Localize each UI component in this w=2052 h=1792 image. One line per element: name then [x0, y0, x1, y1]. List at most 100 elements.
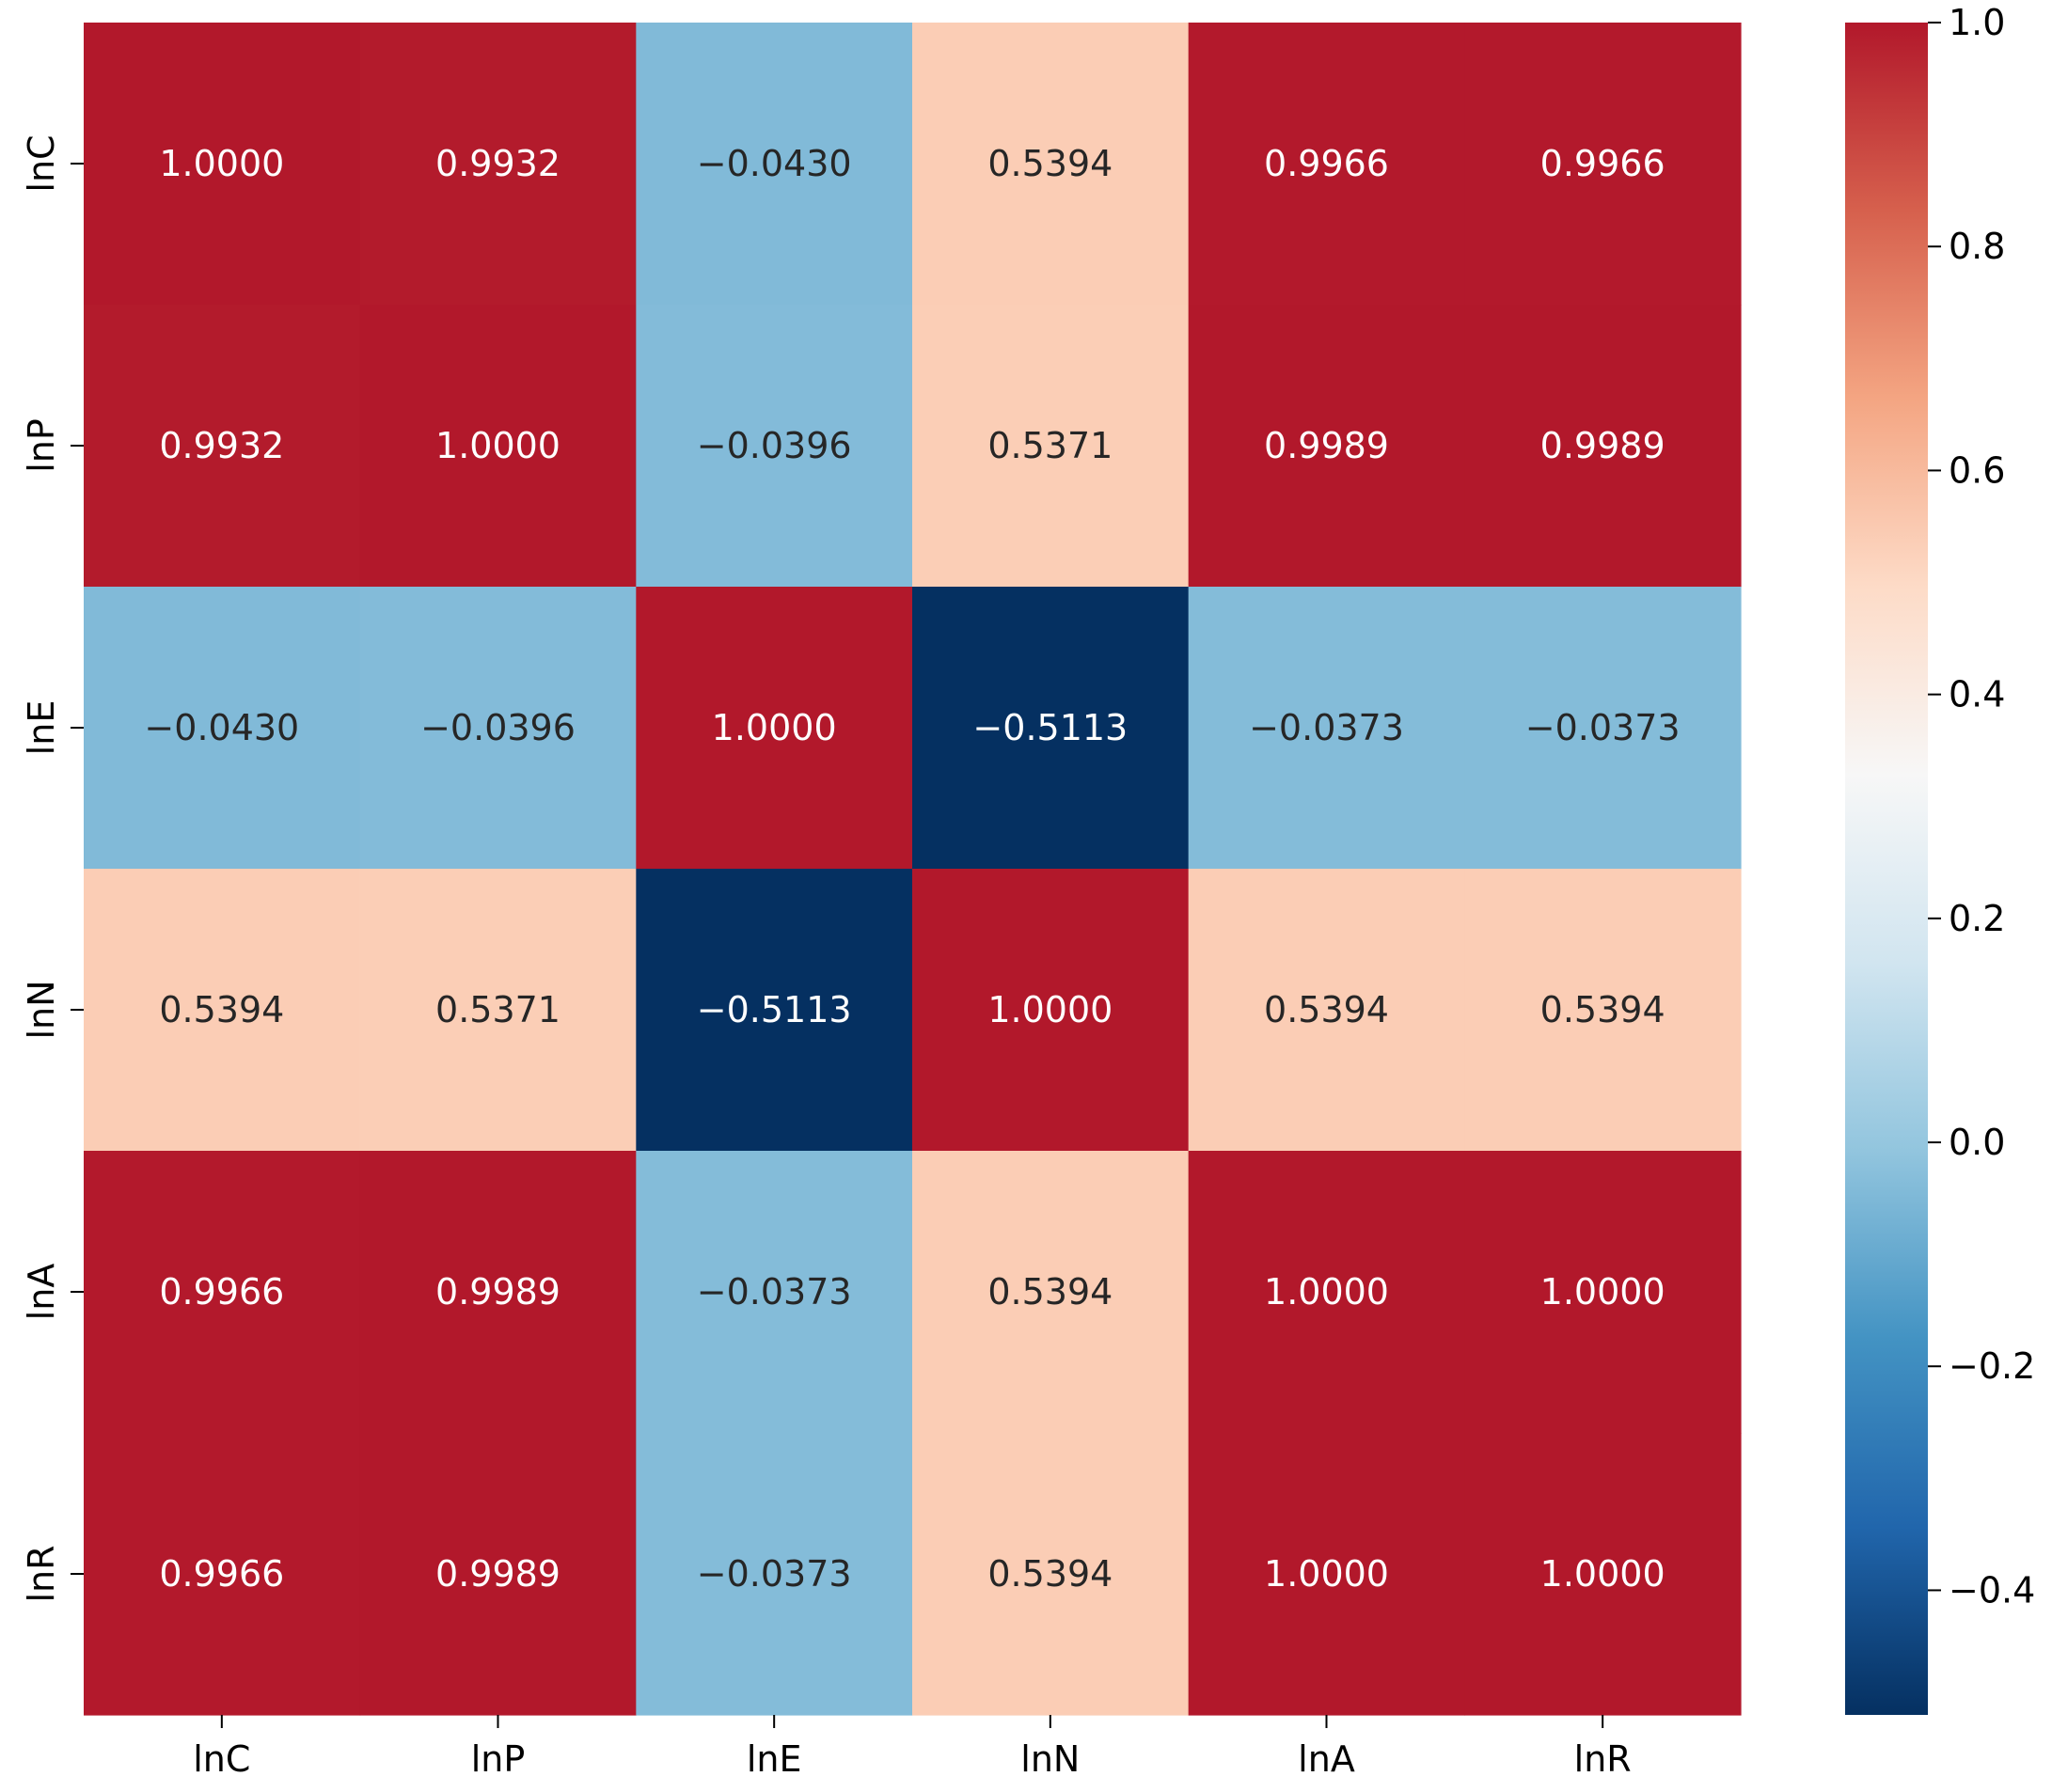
cell-value-label: 1.0000: [1264, 1271, 1389, 1313]
x-axis: lnC lnP lnE lnN lnA lnR: [193, 1715, 1632, 1780]
colorbar-tick-label: −0.4: [1949, 1569, 2035, 1611]
heatmap-cell-lnA-lnP: [359, 1151, 637, 1434]
cell-value-label: 0.5371: [435, 989, 560, 1030]
colorbar-tick-label: 0.2: [1949, 898, 2005, 939]
heatmap-cell-lnA-lnR: [1464, 1151, 1742, 1434]
y-axis: lnC lnP lnE lnN lnA lnR: [21, 134, 84, 1603]
colorbar-tick-label: −0.2: [1949, 1345, 2035, 1387]
cell-value-label: 1.0000: [712, 707, 837, 748]
heatmap-cell-lnA-lnE: [636, 1151, 913, 1434]
heatmap-cell-lnR-lnC: [84, 1433, 361, 1716]
colorbar-tick-label: 1.0: [1949, 2, 2005, 43]
y-tick-label: lnN: [21, 980, 62, 1039]
cell-value-label: 0.5394: [1264, 989, 1389, 1030]
x-tick-label: lnC: [193, 1738, 250, 1780]
heatmap-cell-lnR-lnP: [359, 1433, 637, 1716]
y-tick-label: lnC: [21, 134, 62, 192]
heatmap-cell-lnP-lnP: [359, 305, 637, 588]
heatmap-cell-lnP-lnR: [1464, 305, 1742, 588]
cell-value-label: 1.0000: [159, 143, 284, 184]
cell-value-label: 0.5394: [159, 989, 284, 1030]
heatmap-cell-lnN-lnE: [636, 869, 913, 1152]
heatmap-cell-lnN-lnR: [1464, 869, 1742, 1152]
colorbar-gradient: [1845, 23, 1928, 1715]
heatmap-cell-labels: 1.0000 0.9932 −0.0430 0.5394 0.9966 0.9966 0.9…: [144, 143, 1680, 1595]
heatmap-cell-lnP-lnC: [84, 305, 361, 588]
heatmap-cell-lnC-lnC: [84, 23, 361, 306]
x-tick-label: lnA: [1298, 1738, 1355, 1780]
heatmap-cell-lnN-lnP: [359, 869, 637, 1152]
colorbar-tick-label: 0.8: [1949, 226, 2005, 267]
cell-value-label: 0.9966: [1540, 143, 1665, 184]
heatmap-cell-lnE-lnR: [1464, 587, 1742, 870]
heatmap-cell-lnC-lnR: [1464, 23, 1742, 306]
cell-value-label: 0.9989: [1264, 425, 1389, 466]
heatmap-cell-lnR-lnE: [636, 1433, 913, 1716]
cell-value-label: −0.0396: [697, 425, 852, 466]
y-tick-label: lnR: [21, 1545, 62, 1602]
heatmap-cell-lnP-lnN: [912, 305, 1190, 588]
y-tick-label: lnP: [21, 418, 62, 473]
heatmap-cell-lnP-lnE: [636, 305, 913, 588]
cell-value-label: 0.5394: [987, 143, 1113, 184]
cell-value-label: 1.0000: [1540, 1271, 1665, 1313]
cell-value-label: 0.5394: [987, 1553, 1113, 1595]
heatmap-cell-lnC-lnN: [912, 23, 1190, 306]
heatmap-cell-lnE-lnE: [636, 587, 913, 870]
cell-value-label: −0.5113: [697, 989, 852, 1030]
y-tick-label: lnA: [21, 1264, 62, 1321]
heatmap-cell-lnC-lnE: [636, 23, 913, 306]
cell-value-label: 0.5394: [1540, 989, 1665, 1030]
heatmap-cell-lnR-lnA: [1188, 1433, 1465, 1716]
cell-value-label: 0.9989: [435, 1271, 560, 1313]
x-tick-label: lnP: [471, 1738, 526, 1780]
cell-value-label: 0.9989: [1540, 425, 1665, 466]
cell-value-label: 0.5371: [987, 425, 1113, 466]
heatmap-cell-lnA-lnA: [1188, 1151, 1465, 1434]
heatmap-cell-lnR-lnR: [1464, 1433, 1742, 1716]
colorbar-tick-label: 0.0: [1949, 1122, 2005, 1163]
heatmap-cells: [84, 23, 1742, 1716]
heatmap-cell-lnP-lnA: [1188, 305, 1465, 588]
cell-value-label: 0.5394: [987, 1271, 1113, 1313]
y-tick-label: lnE: [21, 700, 62, 756]
colorbar: 1.0 0.8 0.6 0.4 0.2 0.0 −0.2 −0.4: [1845, 2, 2035, 1715]
cell-value-label: −0.0373: [697, 1271, 852, 1313]
cell-value-label: −0.0430: [697, 143, 852, 184]
heatmap-cell-lnC-lnA: [1188, 23, 1465, 306]
cell-value-label: 1.0000: [987, 989, 1113, 1030]
heatmap-cell-lnA-lnC: [84, 1151, 361, 1434]
cell-value-label: −0.0373: [697, 1553, 852, 1595]
cell-value-label: −0.0430: [144, 707, 299, 748]
colorbar-tick-label: 0.4: [1949, 674, 2005, 715]
cell-value-label: −0.0373: [1525, 707, 1681, 748]
cell-value-label: −0.0373: [1249, 707, 1404, 748]
cell-value-label: 1.0000: [435, 425, 560, 466]
cell-value-label: 1.0000: [1540, 1553, 1665, 1595]
heatmap-cell-lnA-lnN: [912, 1151, 1190, 1434]
cell-value-label: 0.9966: [159, 1553, 284, 1595]
x-tick-label: lnE: [747, 1738, 802, 1780]
heatmap-cell-lnN-lnC: [84, 869, 361, 1152]
cell-value-label: 0.9932: [159, 425, 284, 466]
x-tick-label: lnN: [1020, 1738, 1080, 1780]
cell-value-label: 0.9966: [1264, 143, 1389, 184]
heatmap-cell-lnE-lnN: [912, 587, 1190, 870]
cell-value-label: −0.5113: [972, 707, 1128, 748]
cell-value-label: 1.0000: [1264, 1553, 1389, 1595]
heatmap-cell-lnC-lnP: [359, 23, 637, 306]
heatmap-cell-lnE-lnP: [359, 587, 637, 870]
heatmap-cell-lnN-lnN: [912, 869, 1190, 1152]
x-tick-label: lnR: [1574, 1738, 1632, 1780]
heatmap-cell-lnR-lnN: [912, 1433, 1190, 1716]
cell-value-label: 0.9932: [435, 143, 560, 184]
heatmap-cell-lnE-lnA: [1188, 587, 1465, 870]
colorbar-tick-label: 0.6: [1949, 449, 2005, 491]
heatmap-cell-lnE-lnC: [84, 587, 361, 870]
cell-value-label: 0.9966: [159, 1271, 284, 1313]
heatmap-cell-lnN-lnA: [1188, 869, 1465, 1152]
cell-value-label: −0.0396: [420, 707, 576, 748]
cell-value-label: 0.9989: [435, 1553, 560, 1595]
